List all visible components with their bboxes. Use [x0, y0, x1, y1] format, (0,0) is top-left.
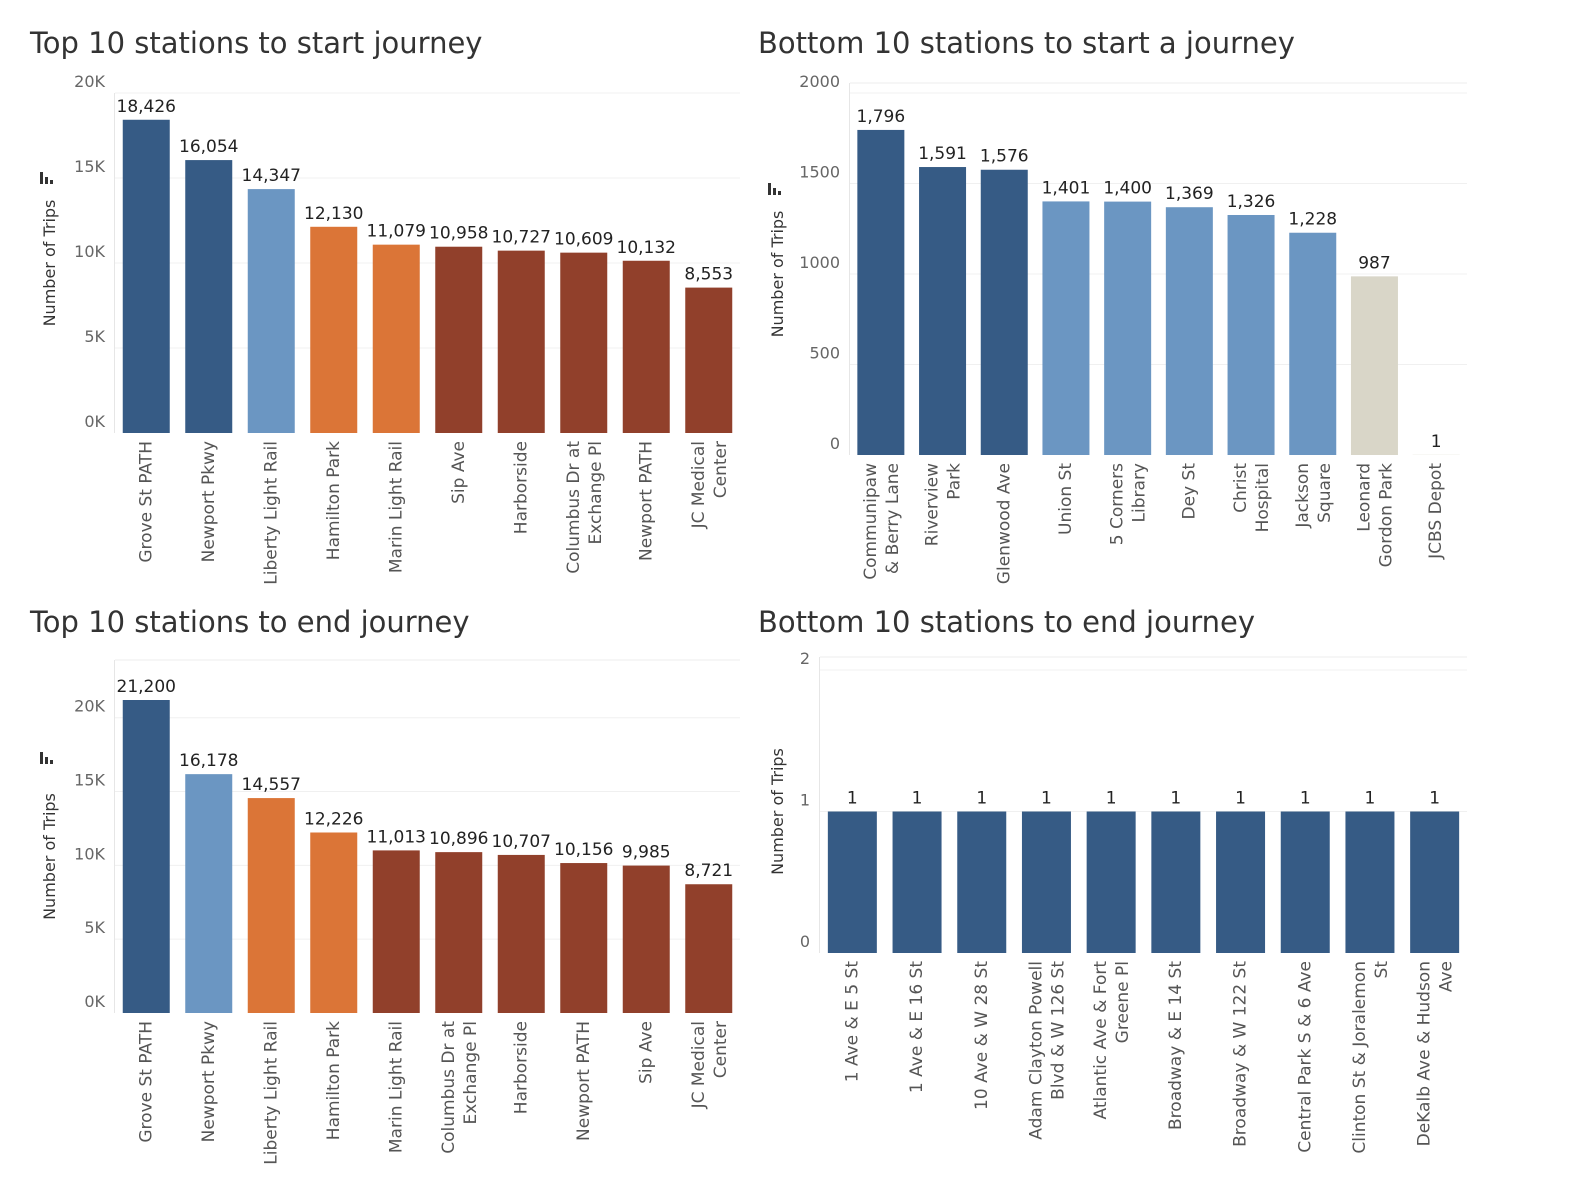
chart-title: Top 10 stations to end journey: [30, 605, 470, 639]
chart-panel-top-end: Top 10 stations to end journey: [30, 605, 750, 1180]
chart-title: Bottom 10 stations to start a journey: [758, 26, 1295, 60]
chart-title: Bottom 10 stations to end journey: [758, 605, 1255, 639]
chart-title: Top 10 stations to start journey: [30, 26, 483, 60]
chart-panel-top-start: Top 10 stations to start journey: [30, 26, 750, 596]
chart-panel-bottom-end: Bottom 10 stations to end journey: [758, 605, 1478, 1180]
chart-panel-bottom-start: Bottom 10 stations to start a journey: [758, 26, 1478, 596]
